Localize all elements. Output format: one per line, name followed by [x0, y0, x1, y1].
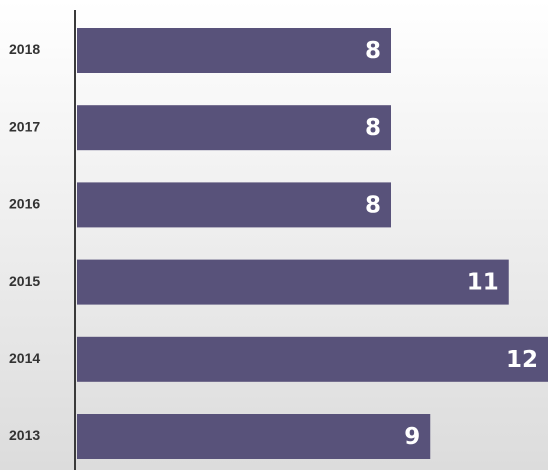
y-tick-label: 2017 [9, 118, 40, 134]
bar [77, 259, 509, 305]
value-label: 9 [404, 424, 420, 450]
value-label: 12 [506, 347, 538, 373]
value-label: 8 [365, 115, 381, 141]
bar [77, 182, 391, 228]
y-tick-label: 2015 [9, 273, 40, 289]
y-tick-label: 2013 [9, 427, 40, 443]
bar [77, 336, 548, 382]
value-label: 8 [365, 38, 381, 64]
value-label: 11 [467, 270, 499, 296]
y-tick-label: 2018 [9, 41, 40, 57]
y-tick-label: 2016 [9, 196, 40, 212]
bar [77, 105, 391, 151]
y-tick-label: 2014 [9, 350, 40, 366]
value-label: 8 [365, 192, 381, 218]
bar [77, 28, 391, 73]
bar [77, 414, 431, 459]
